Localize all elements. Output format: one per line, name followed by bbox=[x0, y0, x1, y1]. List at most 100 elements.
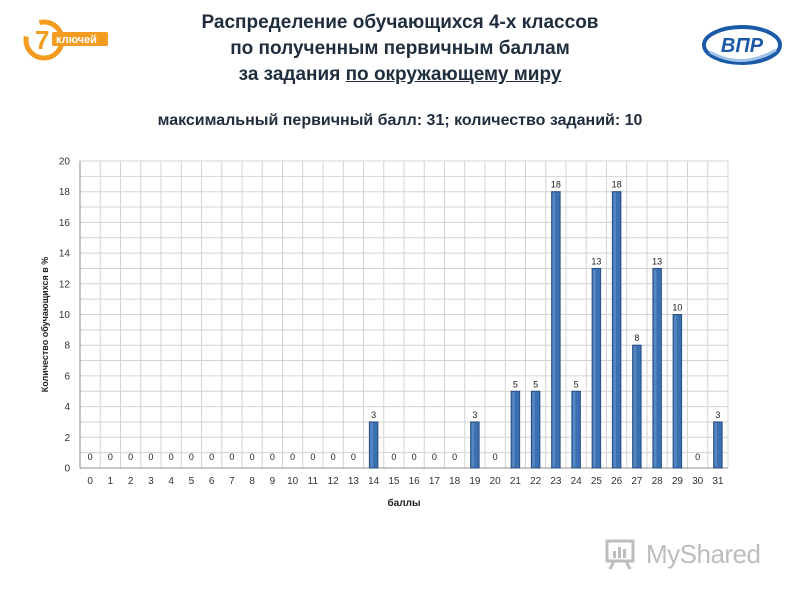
x-tick-label: 12 bbox=[328, 476, 340, 487]
y-tick-label: 4 bbox=[64, 402, 70, 413]
logo-text: ключей bbox=[56, 34, 97, 46]
y-axis-title: Количество обучающихся в % bbox=[40, 257, 50, 393]
data-label: 0 bbox=[229, 452, 234, 462]
x-tick-label: 21 bbox=[510, 476, 522, 487]
watermark-text: MyShared bbox=[646, 538, 761, 569]
x-tick-label: 10 bbox=[287, 476, 299, 487]
chart-svg: 0246810121416182000010203040506070809010… bbox=[40, 157, 729, 509]
x-tick-label: 3 bbox=[148, 476, 154, 487]
y-tick-label: 10 bbox=[59, 310, 71, 321]
title-line-2: по полученным первичным баллам bbox=[230, 38, 570, 59]
bar bbox=[510, 390, 521, 469]
data-label: 0 bbox=[290, 452, 295, 462]
data-label: 0 bbox=[351, 452, 356, 462]
x-tick-label: 8 bbox=[249, 476, 255, 487]
data-label: 5 bbox=[513, 379, 518, 389]
data-label: 5 bbox=[574, 379, 579, 389]
y-tick-label: 14 bbox=[59, 249, 71, 260]
data-label: 8 bbox=[634, 333, 639, 343]
seven-keys-logo: 7 ключей bbox=[22, 14, 112, 64]
y-tick-label: 18 bbox=[59, 187, 71, 198]
bar-chart: 0 2 4 6 8 10 12 14 16 18 20 0 0 0 1 0 2 0 3 0 4 0 5 0 6 0 7 0 8 0 9 0 10… bbox=[0, 145, 800, 515]
bar bbox=[652, 267, 662, 469]
data-label: 3 bbox=[715, 410, 720, 420]
y-tick-label: 20 bbox=[59, 157, 71, 168]
bar bbox=[713, 421, 723, 469]
x-tick-label: 29 bbox=[672, 476, 684, 487]
data-label: 18 bbox=[551, 180, 561, 190]
x-tick-label: 14 bbox=[368, 476, 380, 487]
x-tick-label: 6 bbox=[209, 476, 215, 487]
vpr-logo-text: ВПР bbox=[721, 35, 764, 57]
data-label: 0 bbox=[189, 452, 194, 462]
y-tick-label: 12 bbox=[59, 279, 71, 290]
x-tick-label: 11 bbox=[308, 476, 319, 487]
bar-highlight bbox=[714, 422, 718, 467]
bar-highlight bbox=[613, 192, 616, 467]
presentation-icon bbox=[605, 539, 635, 570]
x-tick-label: 28 bbox=[652, 476, 664, 487]
title-line-3: за задания по окружающему миру bbox=[140, 62, 660, 88]
data-label: 5 bbox=[533, 379, 538, 389]
x-tick-label: 1 bbox=[108, 476, 114, 487]
data-label: 0 bbox=[128, 452, 133, 462]
bar-highlight bbox=[552, 192, 556, 467]
x-tick-label: 2 bbox=[128, 476, 134, 487]
y-tick-label: 8 bbox=[64, 341, 70, 352]
data-label: 0 bbox=[695, 452, 700, 462]
title-line-3-prefix: за задания bbox=[238, 64, 346, 85]
vpr-logo: ВПР bbox=[700, 20, 784, 70]
data-label: 0 bbox=[412, 452, 417, 462]
data-label: 3 bbox=[371, 410, 376, 420]
chart-subtitle: максимальный первичный балл: 31; количес… bbox=[157, 112, 643, 129]
bar bbox=[591, 267, 602, 469]
bar-highlight bbox=[653, 269, 657, 467]
x-tick-label: 4 bbox=[168, 476, 174, 487]
x-tick-label: 9 bbox=[270, 476, 276, 487]
data-label: 13 bbox=[591, 256, 601, 266]
data-label: 0 bbox=[493, 452, 498, 462]
x-tick-label: 23 bbox=[550, 476, 562, 487]
bar-highlight bbox=[532, 392, 535, 467]
data-label: 0 bbox=[432, 452, 437, 462]
x-tick-label: 25 bbox=[591, 476, 603, 487]
bar-highlight bbox=[674, 315, 677, 467]
x-tick-label: 16 bbox=[409, 476, 421, 487]
bar bbox=[368, 421, 379, 469]
x-tick-label: 31 bbox=[712, 476, 724, 487]
data-label: 18 bbox=[612, 180, 622, 190]
x-axis-title: баллы bbox=[388, 497, 421, 509]
x-tick-label: 22 bbox=[530, 476, 542, 487]
x-tick-label: 19 bbox=[469, 476, 481, 487]
x-tick-label: 24 bbox=[571, 476, 583, 487]
data-label: 0 bbox=[270, 452, 275, 462]
title-line-1: Распределение обучающихся 4-х классов bbox=[201, 12, 599, 33]
data-label: 0 bbox=[250, 452, 255, 462]
bar-highlight bbox=[370, 422, 373, 467]
logo-number: 7 bbox=[35, 25, 49, 55]
bar bbox=[632, 344, 642, 469]
bar-highlight bbox=[633, 346, 637, 467]
data-label: 0 bbox=[452, 452, 457, 462]
x-tick-label: 20 bbox=[490, 476, 502, 487]
x-tick-label: 15 bbox=[388, 476, 400, 487]
data-label: 0 bbox=[310, 452, 315, 462]
data-label: 0 bbox=[88, 452, 93, 462]
y-tick-label: 2 bbox=[64, 433, 70, 444]
x-tick-label: 17 bbox=[429, 476, 441, 487]
bar-highlight bbox=[572, 392, 576, 467]
bar-highlight bbox=[593, 269, 596, 467]
bar-highlight bbox=[512, 392, 515, 467]
data-label: 0 bbox=[391, 452, 396, 462]
bar-highlight bbox=[471, 422, 475, 467]
bar bbox=[672, 314, 683, 469]
y-tick-label: 0 bbox=[64, 464, 70, 475]
x-tick-label: 30 bbox=[692, 476, 704, 487]
x-tick-label: 26 bbox=[611, 476, 623, 487]
data-label: 0 bbox=[148, 452, 153, 462]
bar bbox=[470, 421, 480, 469]
x-tick-label: 7 bbox=[229, 476, 235, 487]
x-tick-label: 5 bbox=[189, 476, 195, 487]
bar bbox=[611, 191, 622, 469]
x-tick-label: 13 bbox=[348, 476, 360, 487]
